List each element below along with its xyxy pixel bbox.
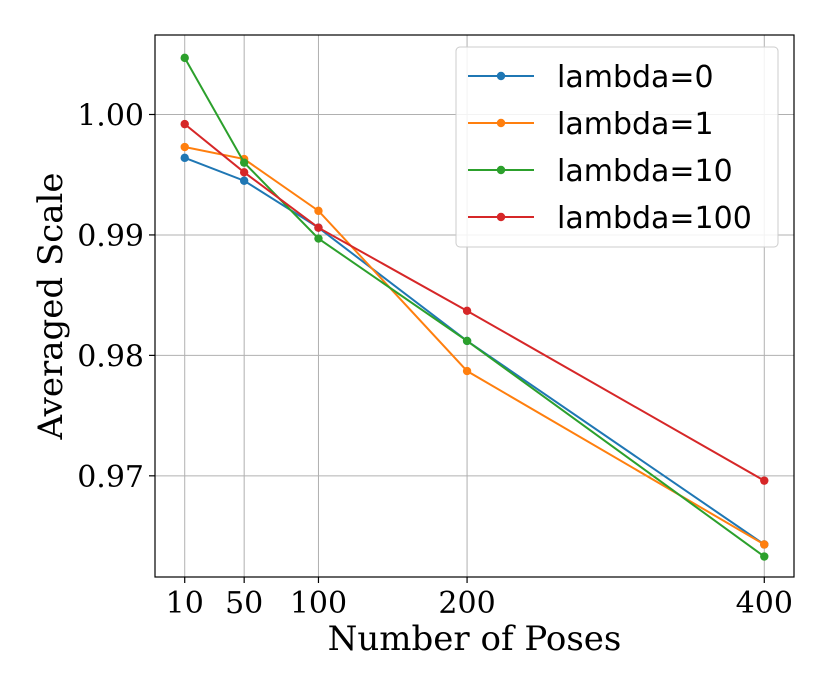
legend-label: lambda=1 (557, 107, 714, 142)
y-tick-label: 0.97 (77, 460, 144, 495)
data-point (760, 552, 769, 561)
x-tick-label: 400 (736, 586, 793, 621)
x-tick-label: 10 (166, 586, 204, 621)
data-point (180, 119, 189, 129)
data-point (239, 168, 249, 177)
legend-swatch-marker (496, 118, 506, 128)
series-lambda-100 (180, 119, 769, 485)
y-tick-label: 0.98 (77, 339, 144, 374)
plot-frame (154, 34, 795, 578)
legend: lambda=0 lambda=1 lambda=10 lambda=100 (455, 46, 779, 248)
legend-label: lambda=10 (557, 154, 733, 189)
legend-label: lambda=100 (557, 201, 752, 236)
legend-swatch-marker (496, 71, 506, 81)
legend-label: lambda=0 (557, 60, 714, 95)
x-tick-label: 50 (225, 586, 263, 621)
data-point (314, 223, 323, 232)
legend-item: lambda=1 (468, 107, 714, 142)
legend-swatch-marker (496, 212, 506, 222)
data-point (180, 53, 189, 63)
x-tick-label: 200 (438, 586, 495, 621)
x-tick-label: 100 (290, 586, 347, 621)
y-axis-label: Averaged Scale (31, 172, 71, 440)
data-point (314, 234, 323, 243)
legend-item: lambda=100 (468, 201, 752, 236)
x-ticks: 10 50 100 200 400 (166, 577, 793, 621)
data-point (462, 366, 472, 376)
legend-box (455, 46, 779, 248)
data-point (314, 206, 323, 216)
y-tick-label: 0.99 (77, 219, 144, 254)
data-point (239, 158, 249, 167)
data-point (180, 153, 189, 163)
y-tick-label: 1.00 (77, 98, 144, 133)
series-group (180, 53, 769, 561)
data-point (760, 476, 769, 485)
data-point (180, 142, 189, 152)
series-lambda-10 (180, 53, 769, 561)
legend-swatch-marker (496, 165, 506, 175)
data-point (239, 176, 249, 185)
y-ticks: 0.97 0.98 0.99 1.00 (77, 98, 155, 495)
legend-item: lambda=10 (468, 154, 733, 189)
legend-item: lambda=0 (468, 60, 714, 95)
x-axis-label: Number of Poses (328, 619, 622, 659)
data-point (462, 336, 472, 346)
data-point (462, 306, 472, 316)
data-point (760, 540, 769, 549)
